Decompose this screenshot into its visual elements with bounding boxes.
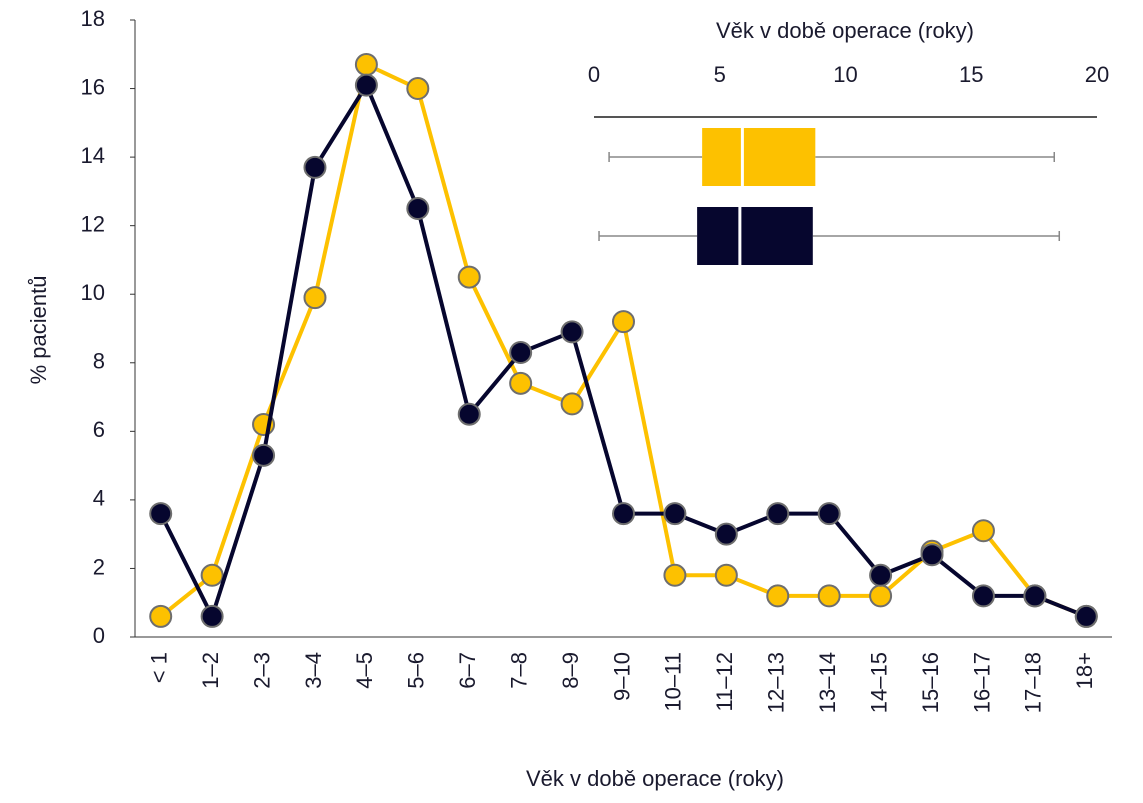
point: [560, 392, 584, 416]
x-tick-label: 16–17: [969, 652, 994, 713]
point: [766, 584, 790, 608]
y-tick-label: 0: [93, 623, 105, 648]
point: [406, 197, 430, 221]
x-tick-label: 10–11: [661, 652, 686, 712]
point: [1074, 604, 1098, 628]
point: [354, 53, 378, 77]
x-tick-label: 11–12: [712, 652, 737, 712]
x-tick-label: 4–5: [352, 652, 377, 689]
point: [817, 584, 841, 608]
x-axis-label: Věk v době operace (roky): [526, 766, 784, 791]
x-tick-label: 13–14: [815, 652, 840, 713]
y-tick-label: 10: [81, 280, 105, 305]
box: [697, 207, 813, 265]
point: [612, 310, 635, 334]
point: [663, 563, 687, 587]
point: [457, 402, 481, 426]
point: [817, 502, 841, 526]
series-line: [159, 62, 1088, 619]
x-tick-label: 15–16: [918, 652, 943, 713]
x-tick-label: 7–8: [506, 652, 531, 689]
point: [406, 77, 430, 101]
point: [971, 519, 995, 543]
y-tick-label: 4: [93, 486, 105, 511]
point: [457, 265, 481, 289]
y-tick-label: 8: [93, 349, 105, 374]
point: [612, 502, 635, 526]
y-tick-label: 16: [81, 74, 105, 99]
series-line: [158, 83, 1088, 619]
x-tick-label: 10: [833, 62, 857, 87]
x-tick-label: 14–15: [866, 652, 891, 713]
point: [509, 340, 533, 364]
x-tick-label: 20: [1085, 62, 1109, 87]
point: [200, 604, 224, 628]
x-tick-label: 5–6: [404, 652, 429, 689]
x-tick-label: 5: [714, 62, 726, 87]
point: [663, 502, 687, 526]
point: [714, 522, 738, 546]
y-tick-label: 18: [81, 6, 105, 31]
x-tick-label: 2–3: [249, 652, 274, 689]
y-axis-label: % pacientů: [26, 276, 51, 385]
y-tick-label: 6: [93, 417, 105, 442]
point: [869, 584, 893, 608]
x-tick-label: 1–2: [198, 652, 223, 689]
y-tick-label: 12: [81, 211, 105, 236]
x-tick-label: < 1: [147, 652, 172, 683]
point: [149, 502, 173, 526]
point: [509, 371, 533, 395]
point: [869, 563, 893, 587]
point: [149, 604, 173, 628]
point: [200, 563, 224, 587]
x-tick-label: 8–9: [558, 652, 583, 689]
x-tick-label: 6–7: [455, 652, 480, 689]
point: [1023, 584, 1047, 608]
x-tick-label: 18+: [1072, 652, 1097, 689]
x-tick-label: 3–4: [301, 652, 326, 689]
inset-title: Věk v době operace (roky): [716, 18, 974, 43]
x-tick-label: 17–18: [1021, 652, 1046, 713]
y-tick-label: 14: [81, 143, 105, 168]
point: [303, 286, 327, 310]
point: [971, 584, 995, 608]
x-tick-label: 15: [959, 62, 983, 87]
box: [702, 128, 816, 186]
point: [714, 563, 738, 587]
x-tick-label: 0: [588, 62, 600, 87]
point: [303, 155, 327, 179]
point: [252, 443, 276, 467]
y-tick-label: 2: [93, 554, 105, 579]
point: [354, 73, 378, 97]
point: [920, 543, 944, 567]
x-tick-label: 9–10: [609, 652, 634, 701]
point: [766, 502, 790, 526]
point: [560, 320, 584, 344]
x-tick-label: 12–13: [764, 652, 789, 713]
